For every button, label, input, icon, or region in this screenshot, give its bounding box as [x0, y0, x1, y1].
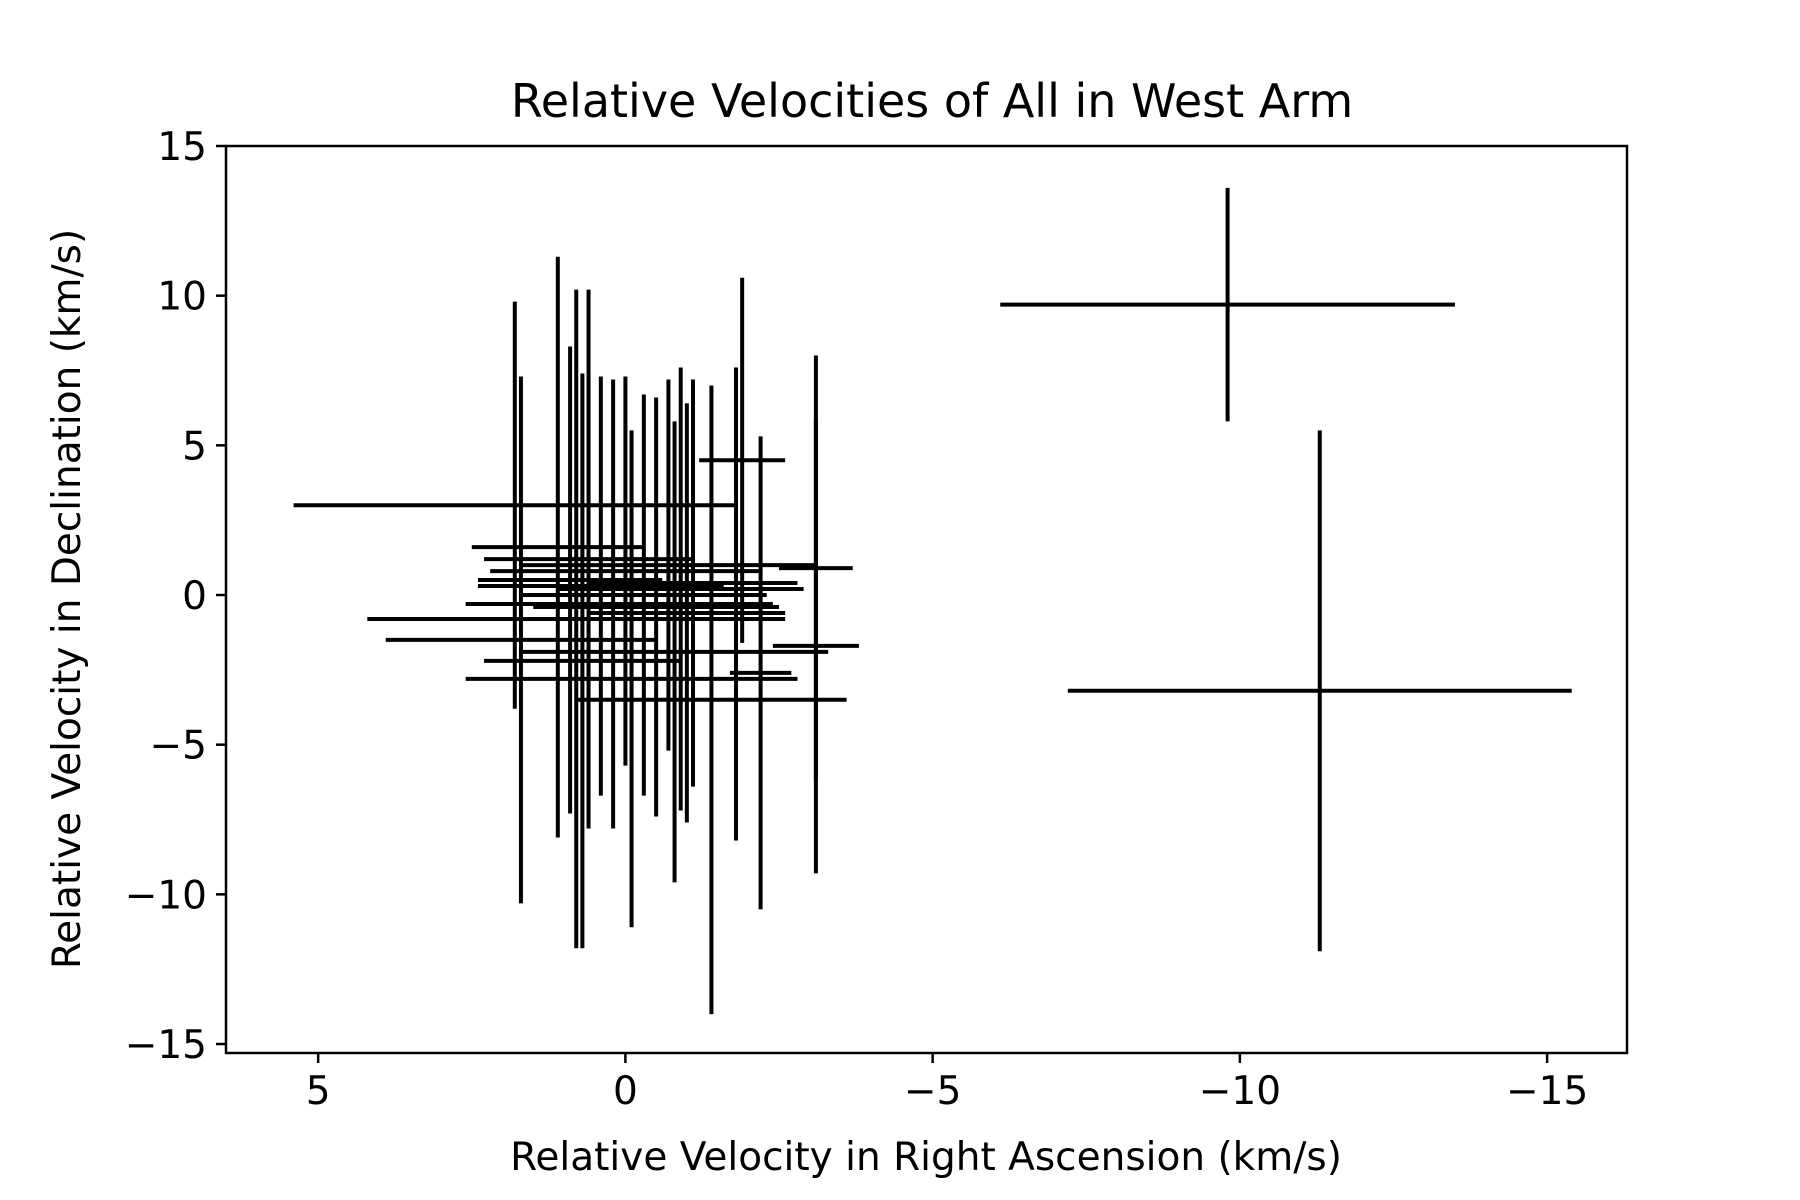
- data-point-5: [367, 289, 786, 949]
- y-tick-label: −10: [125, 873, 207, 918]
- data-point-16: [557, 367, 804, 811]
- x-axis-ticks: 5 0 −5 −10 −15: [306, 1053, 1588, 1114]
- y-tick-label: 5: [182, 424, 207, 469]
- data-point-8: [477, 376, 724, 796]
- data-point-14: [520, 379, 816, 751]
- y-tick-label: −5: [150, 724, 208, 769]
- data-point-6: [484, 373, 681, 949]
- data-point-11: [465, 430, 798, 928]
- plot-area-frame: [224, 144, 1629, 1055]
- y-axis-ticks: 15 10 5 0 −5 −10 −15: [125, 125, 226, 1068]
- data-point-22: [729, 436, 792, 910]
- x-tick-label: −15: [1506, 1069, 1588, 1114]
- data-points: [293, 187, 1572, 1015]
- data-point-25: [1000, 187, 1455, 422]
- y-axis-label: Relative Velocity in Declination (km/s): [45, 229, 90, 969]
- data-point-4: [477, 346, 663, 814]
- chart-title: Relative Velocities of All in West Arm: [511, 74, 1353, 128]
- data-point-10: [490, 376, 761, 766]
- data-point-15: [520, 421, 829, 883]
- data-point-2: [385, 376, 657, 904]
- x-tick-label: −10: [1199, 1069, 1281, 1114]
- data-point-18: [588, 379, 798, 787]
- x-tick-label: 5: [306, 1069, 331, 1114]
- x-tick-label: 0: [613, 1069, 638, 1114]
- y-tick-label: 15: [157, 125, 207, 170]
- y-tick-label: 10: [157, 275, 207, 320]
- data-point-17: [588, 403, 786, 823]
- data-point-7: [484, 289, 693, 829]
- data-point-3: [471, 256, 644, 838]
- data-point-12: [520, 394, 767, 796]
- y-tick-label: 0: [182, 574, 207, 619]
- data-point-24: [772, 418, 859, 874]
- data-point-26: [1067, 430, 1572, 952]
- x-tick-label: −5: [904, 1069, 962, 1114]
- x-axis-label: Relative Velocity in Right Ascension (km…: [510, 1135, 1342, 1180]
- data-point-21: [699, 277, 786, 643]
- data-point-13: [533, 397, 780, 817]
- data-point-19: [576, 385, 847, 1015]
- y-tick-label: −15: [125, 1023, 207, 1068]
